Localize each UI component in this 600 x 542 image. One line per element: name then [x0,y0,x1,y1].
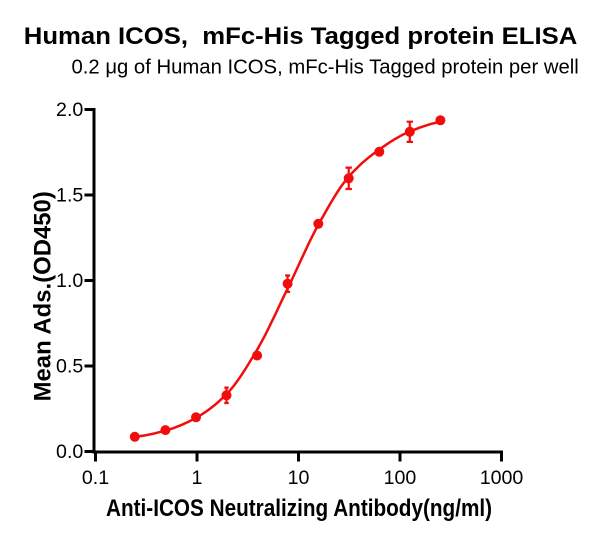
svg-text:0.5: 0.5 [56,356,83,378]
svg-text:1.0: 1.0 [56,270,83,292]
svg-text:1.5: 1.5 [56,185,83,207]
svg-text:Human ICOS, mFc-His Tagged pr: Human ICOS, mFc-His Tagged protein ELISA [24,23,578,50]
svg-text:2.0: 2.0 [56,99,83,121]
svg-text:Anti-ICOS Neutralizing Antibod: Anti-ICOS Neutralizing Antibody(ng/ml) [106,495,492,522]
svg-text:10: 10 [288,467,310,489]
svg-text:1000: 1000 [480,467,524,489]
svg-text:0.1: 0.1 [82,467,109,489]
svg-text:0.0: 0.0 [56,441,83,463]
svg-text:1: 1 [192,467,203,489]
svg-text:100: 100 [384,467,417,489]
svg-text:Mean Ads.(OD450): Mean Ads.(OD450) [30,191,57,401]
svg-text:0.2 μg of Human ICOS, mFc-His: 0.2 μg of Human ICOS, mFc-His Tagged pro… [72,56,579,78]
